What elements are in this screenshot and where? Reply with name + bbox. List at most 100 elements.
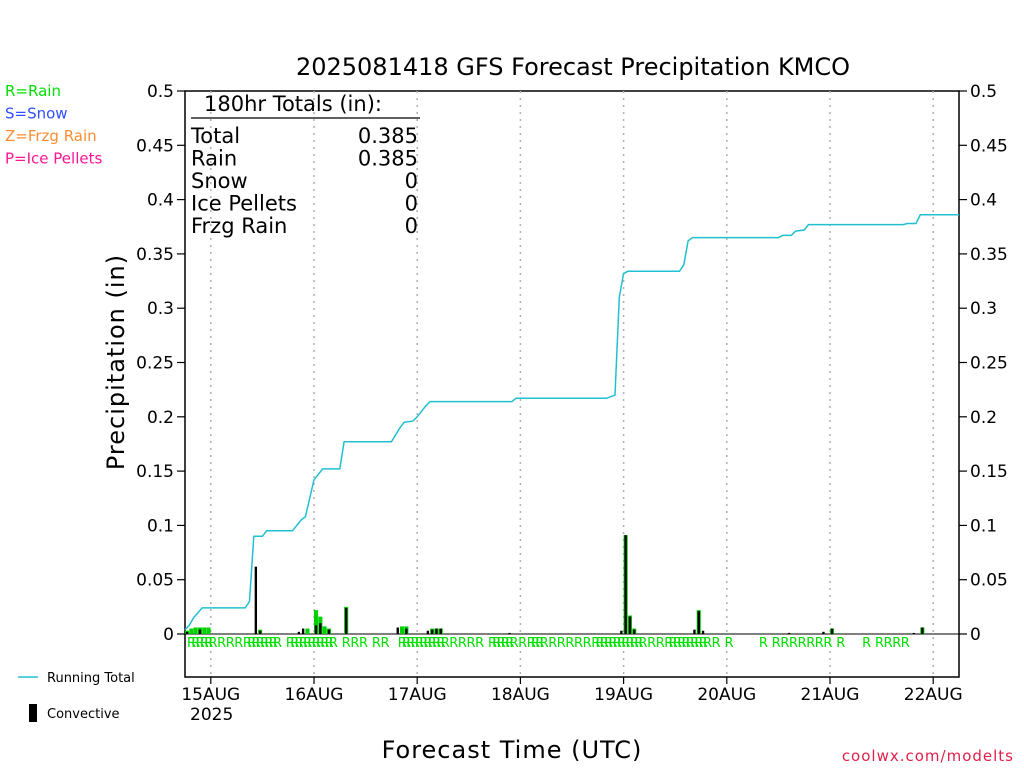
ptype-mark: R (806, 636, 815, 651)
ptype-mark: R (325, 636, 334, 651)
ptype-mark: R (252, 636, 261, 651)
ptype-mark: R (591, 636, 600, 651)
chart-title: 2025081418 GFS Forecast Precipitation KM… (296, 53, 850, 81)
convective-bar (430, 629, 434, 634)
y-tick-label-right: 0 (970, 625, 981, 645)
totals-row-label: Ice Pellets (191, 192, 297, 216)
ptype-mark: R (234, 636, 243, 651)
ptype-mark: R (273, 636, 282, 651)
ptype-mark: R (264, 636, 273, 651)
rain-bar (305, 628, 310, 634)
y-tick-label-right: 0.45 (970, 136, 1008, 156)
ptype-mark: R (759, 636, 768, 651)
ptype-mark: R (535, 636, 544, 651)
convective-bar (628, 616, 632, 634)
ptype-mark: R (565, 636, 574, 651)
ptype-mark: R (398, 636, 407, 651)
ptype-mark: R (682, 636, 691, 651)
convective-bar (624, 535, 627, 634)
ptype-mark: R (604, 636, 613, 651)
y-axis: 0 00.05 0.050.1 0.10.15 0.150.2 0.20.25 0.250.… (136, 82, 1008, 645)
y-tick-label-right: 0.15 (970, 462, 1008, 482)
convective-bar (426, 630, 430, 634)
ptype-mark: R (823, 636, 832, 651)
convective-bar (405, 628, 408, 634)
ptype-mark: R (621, 636, 630, 651)
rain-bar (202, 627, 207, 634)
ptype-mark: R (441, 636, 450, 651)
ptype-mark: R (505, 636, 514, 651)
y-tick-label-left: 0.45 (136, 136, 174, 156)
ptype-mark: R (411, 636, 420, 651)
ptype-mark: R (548, 636, 557, 651)
ptype-mark: R (432, 636, 441, 651)
ptype-mark: R (600, 636, 609, 651)
ptype-mark: R (243, 636, 252, 651)
ptype-mark: R (415, 636, 424, 651)
ptype-mark: R (669, 636, 678, 651)
convective-bar (198, 629, 202, 634)
ptype-mark: R (295, 636, 304, 651)
ptype-mark: R (303, 636, 312, 651)
y-tick-label-left: 0.35 (136, 245, 174, 265)
ptype-mark: R (613, 636, 622, 651)
y-tick-label-right: 0.4 (970, 191, 997, 211)
ptype-mark: R (699, 636, 708, 651)
y-tick-label-right: 0.5 (970, 82, 997, 102)
y-tick-label-left: 0.5 (147, 82, 174, 102)
ptype-mark: R (862, 636, 871, 651)
credit-link[interactable]: coolwx.com/modelts (842, 747, 1014, 765)
totals-row-label: Total (190, 124, 240, 148)
ptype-mark: R (312, 636, 321, 651)
ptype-mark: R (836, 636, 845, 651)
ptype-mark: R (656, 636, 665, 651)
y-tick-label-right: 0.35 (970, 245, 1008, 265)
convective-legend-label: Convective (47, 707, 120, 722)
convective-bar (396, 627, 399, 634)
ptype-mark: R (630, 636, 639, 651)
series-legend: Running Total Convective (18, 671, 135, 722)
ptype-mark: R (527, 636, 536, 651)
bars (185, 535, 925, 634)
y-tick-label-right: 0.05 (970, 571, 1008, 591)
running-total-series (184, 214, 959, 631)
ptype-mark: R (574, 636, 583, 651)
x-tick-label: 17AUG (388, 685, 447, 705)
ptype-mark: R (703, 636, 712, 651)
ptype-mark: R (260, 636, 269, 651)
ptype-mark: R (789, 636, 798, 651)
ptype-mark: R (673, 636, 682, 651)
ptype-legend-item: Z=Frzg Rain (5, 127, 97, 145)
ptype-mark: R (475, 636, 484, 651)
convective-bar (344, 607, 348, 634)
x-tick-label: 19AUG (594, 685, 653, 705)
y-tick-label-left: 0.05 (136, 571, 174, 591)
ptype-mark: R (316, 636, 325, 651)
convective-bar (822, 631, 825, 634)
y-tick-label-left: 0.4 (147, 191, 174, 211)
y-tick-label-left: 0.3 (147, 299, 174, 319)
plot-area (184, 90, 960, 678)
ptype-mark: R (497, 636, 506, 651)
running-total-line (184, 214, 959, 631)
totals-row-value: 0 (405, 192, 418, 216)
x-tick-label: 22AUG (904, 685, 963, 705)
y-tick-label-left: 0.25 (136, 354, 174, 374)
y-axis-label: Precipitation (in) (102, 254, 130, 470)
rain-bar (400, 626, 405, 634)
rain-bar (193, 627, 198, 634)
convective-bar (327, 629, 331, 634)
running-total-legend-label: Running Total (47, 671, 135, 686)
x-tick-label: 15AUG (181, 685, 240, 705)
grid (210, 91, 934, 677)
totals-box: 180hr Totals (in): Total 0.385 Rain 0.385 Sn… (190, 92, 420, 238)
ptype-mark: R (458, 636, 467, 651)
ptype-mark: R (209, 636, 218, 651)
ptype-mark: R (626, 636, 635, 651)
ptype-mark: R (381, 636, 390, 651)
y-tick-label-left: 0.1 (147, 516, 174, 536)
ptype-mark: R (350, 636, 359, 651)
ptype-legend-item: S=Snow (5, 105, 68, 123)
convective-bar (633, 629, 636, 634)
ptype-mark: R (256, 636, 265, 651)
